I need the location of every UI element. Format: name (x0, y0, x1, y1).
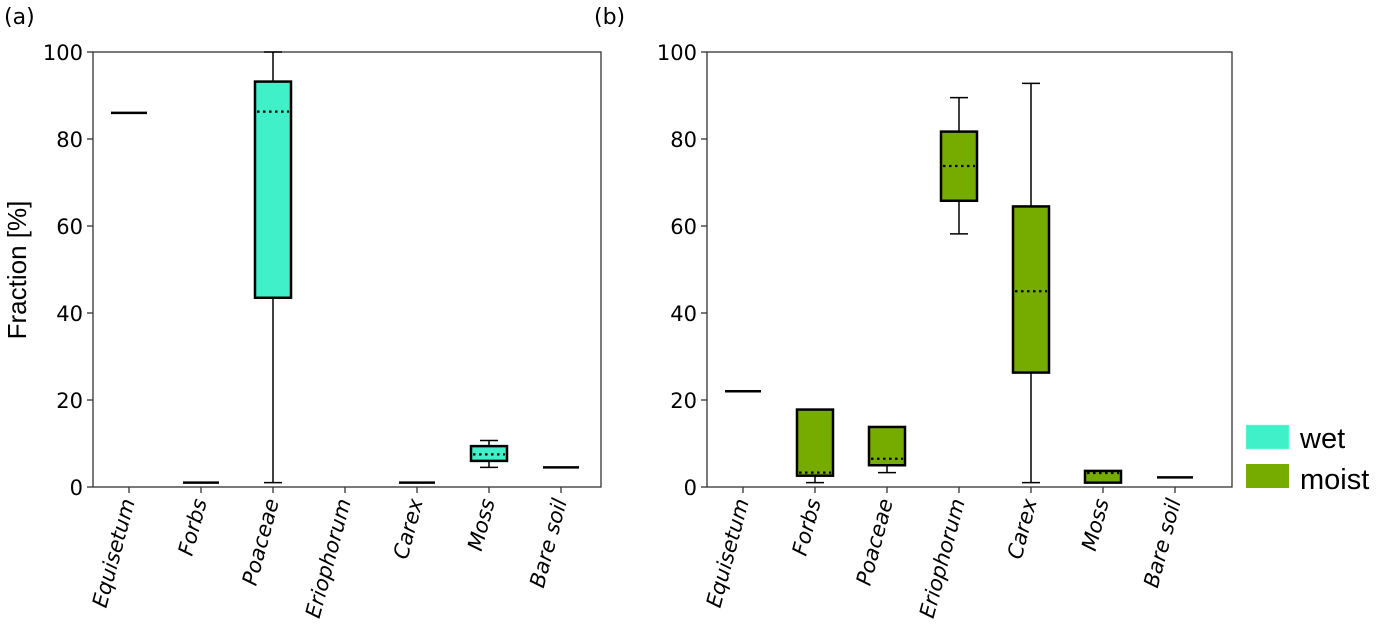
x-tick-label: Bare soil (1139, 496, 1186, 590)
iqr-box (253, 80, 293, 300)
legend-swatch-wet (1245, 424, 1290, 450)
x-tick-label: Forbs (174, 496, 212, 558)
iqr-box (1011, 205, 1051, 374)
box-carex (1011, 82, 1051, 484)
iqr-box (867, 425, 907, 467)
x-tick-label: Poaceae (852, 496, 898, 588)
panel-b: 0 20 40 60 80 100 Equisetum Forbs Poaceae Eriopho… (657, 41, 1233, 621)
y-tick-label: 0 (684, 476, 697, 500)
box-moss (469, 439, 509, 469)
x-tick-label: Equisetum (88, 496, 140, 610)
y-tick-label: 0 (70, 476, 83, 500)
y-tick-label: 20 (670, 389, 697, 413)
box-moss (1083, 469, 1123, 484)
x-tick-label: Forbs (788, 496, 826, 558)
y-tick-label: 40 (56, 302, 83, 326)
y-tick-label: 80 (56, 128, 83, 152)
x-tick-label: Poaceae (238, 496, 284, 588)
iqr-box (939, 130, 979, 203)
box-eriophorum (939, 96, 979, 235)
panel-a: 0 20 40 60 80 100 Equisetum Forbs Poaceae Eriopho… (43, 41, 602, 621)
panel-label-a: (a) (4, 5, 35, 30)
y-tick-label: 20 (56, 389, 83, 413)
iqr-box (469, 444, 509, 463)
x-tick-label: Carex (1003, 496, 1042, 562)
x-tick-label: Moss (1077, 496, 1114, 553)
legend: wet moist (1245, 423, 1369, 496)
y-tick-label: 60 (670, 215, 697, 239)
y-tick-label: 60 (56, 215, 83, 239)
x-tick-label: Carex (389, 496, 428, 562)
y-tick-label: 100 (657, 41, 697, 65)
box-poaceae (253, 51, 293, 484)
iqr-box (1083, 469, 1123, 484)
panel-label-b: (b) (594, 5, 625, 30)
box-poaceae (867, 425, 907, 474)
legend-label-moist: moist (1300, 464, 1369, 496)
x-tick-label: Bare soil (525, 496, 572, 590)
plot-frame (92, 51, 602, 488)
x-tick-label: Eriophorum (301, 496, 356, 621)
y-axis-label: Fraction [%] (2, 201, 32, 340)
x-tick-label: Eriophorum (915, 496, 970, 621)
x-tick-label: Equisetum (702, 496, 754, 610)
box-forbs (795, 408, 835, 484)
y-tick-label: 40 (670, 302, 697, 326)
y-tick-label: 80 (670, 128, 697, 152)
plot-frame (706, 51, 1233, 488)
x-tick-label: Moss (463, 496, 500, 553)
legend-swatch-moist (1246, 464, 1289, 488)
y-tick-label: 100 (43, 41, 83, 65)
iqr-box (795, 408, 835, 477)
legend-label-wet: wet (1299, 423, 1345, 455)
